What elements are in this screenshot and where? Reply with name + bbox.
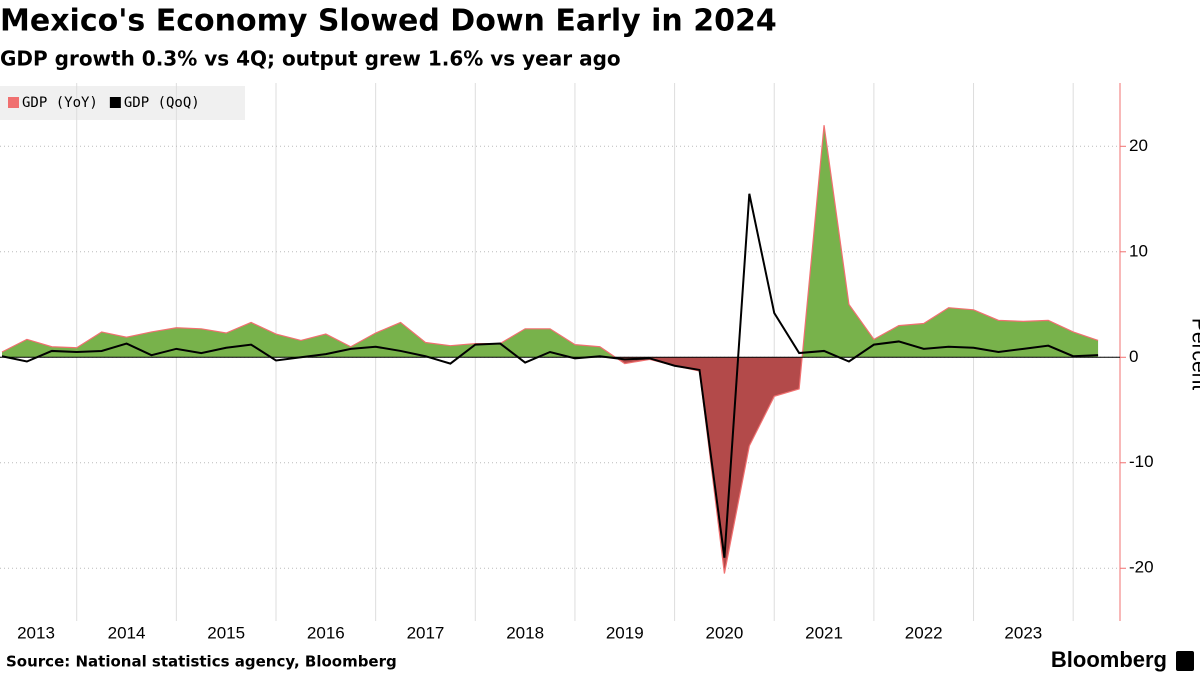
x-tick-label: 2018 <box>506 623 544 642</box>
x-tick-label: 2022 <box>905 623 943 642</box>
y-tick-label: 20 <box>1129 136 1148 155</box>
x-tick-label: 2019 <box>606 623 644 642</box>
source: Source: National statistics agency, Bloo… <box>6 653 397 671</box>
x-tick-label: 2023 <box>1004 623 1042 642</box>
x-tick-label: 2016 <box>307 623 345 642</box>
y-tick-label: 10 <box>1129 241 1148 260</box>
y-axis-label: Percent <box>1187 318 1200 391</box>
x-tick-label: 2013 <box>17 623 55 642</box>
x-tick-label: 2021 <box>805 623 843 642</box>
y-tick-label: -20 <box>1129 558 1154 577</box>
chart-subtitle: GDP growth 0.3% vs 4Q; output grew 1.6% … <box>0 47 621 71</box>
area-outline <box>1 125 1099 574</box>
brand-icon <box>1176 651 1194 671</box>
area <box>1 125 1099 574</box>
chart-title: Mexico's Economy Slowed Down Early in 20… <box>0 4 777 39</box>
brand: Bloomberg <box>1051 647 1167 672</box>
legend-label: GDP (QoQ) <box>124 95 200 111</box>
legend-swatch <box>109 97 121 108</box>
x-tick-label: 2017 <box>407 623 445 642</box>
y-tick-label: -10 <box>1129 452 1154 471</box>
line <box>1 193 1099 558</box>
legend-box <box>0 86 245 120</box>
x-tick-label: 2015 <box>207 623 245 642</box>
legend-label: GDP (YoY) <box>22 95 98 111</box>
x-tick-label: 2020 <box>705 623 743 642</box>
x-tick-label: 2014 <box>108 623 146 642</box>
legend-swatch <box>8 97 19 108</box>
y-tick-label: 0 <box>1129 347 1138 366</box>
